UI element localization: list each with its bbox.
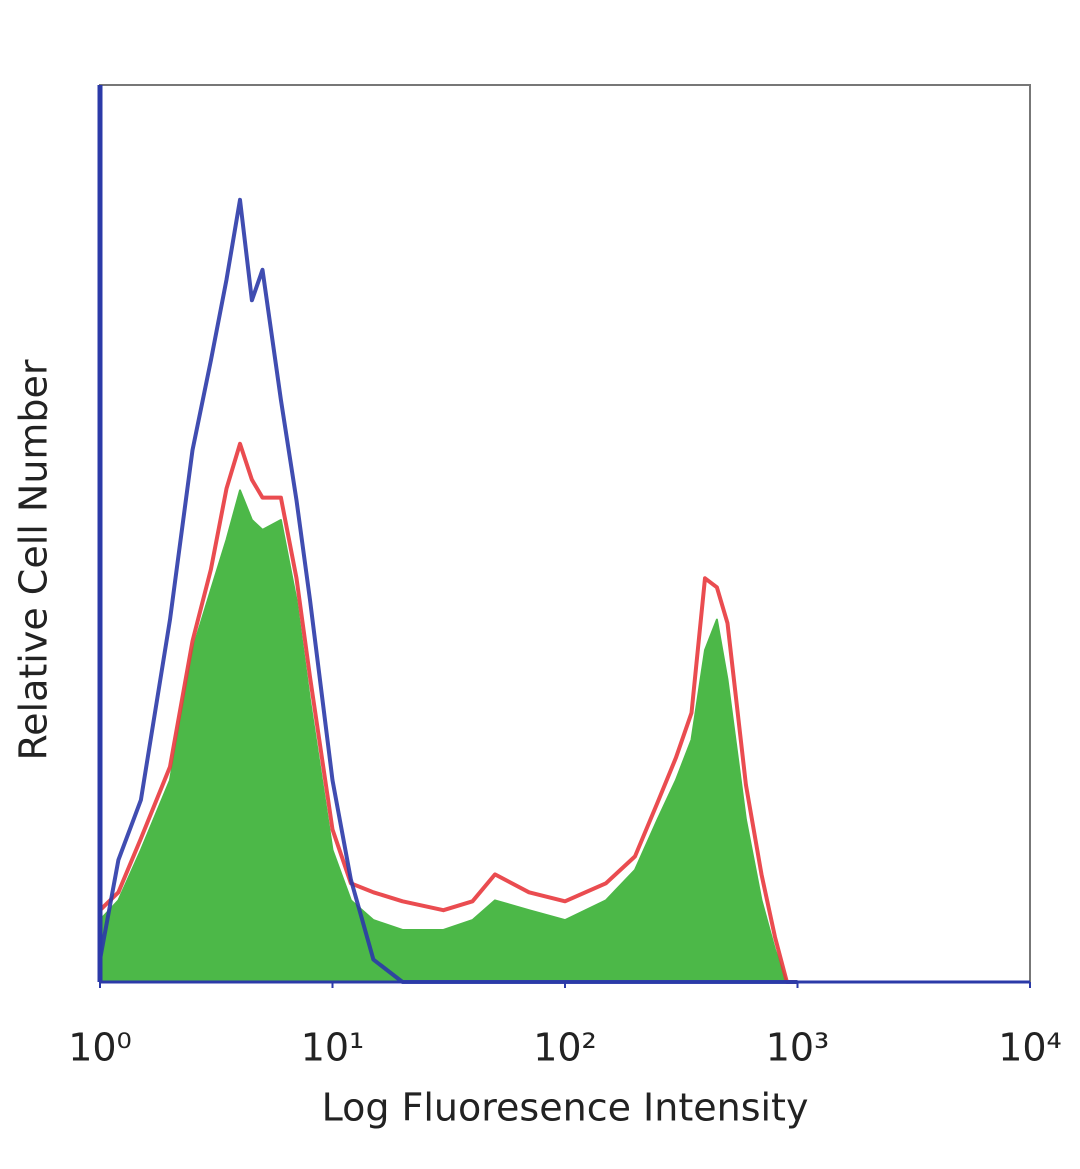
line — [98, 441, 798, 984]
x-axis-label: Log Fluoresence Intensity — [322, 1086, 809, 1130]
x-tick-label: 10⁴ — [998, 1026, 1062, 1070]
area — [99, 489, 799, 983]
x-tick-label: 10¹ — [301, 1026, 365, 1070]
x-tick-label: 10² — [533, 1026, 597, 1070]
y-axis-label: Relative Cell Number — [12, 359, 56, 760]
x-tick-label: 10³ — [766, 1026, 830, 1070]
x-tick-label: 10⁰ — [68, 1026, 132, 1070]
